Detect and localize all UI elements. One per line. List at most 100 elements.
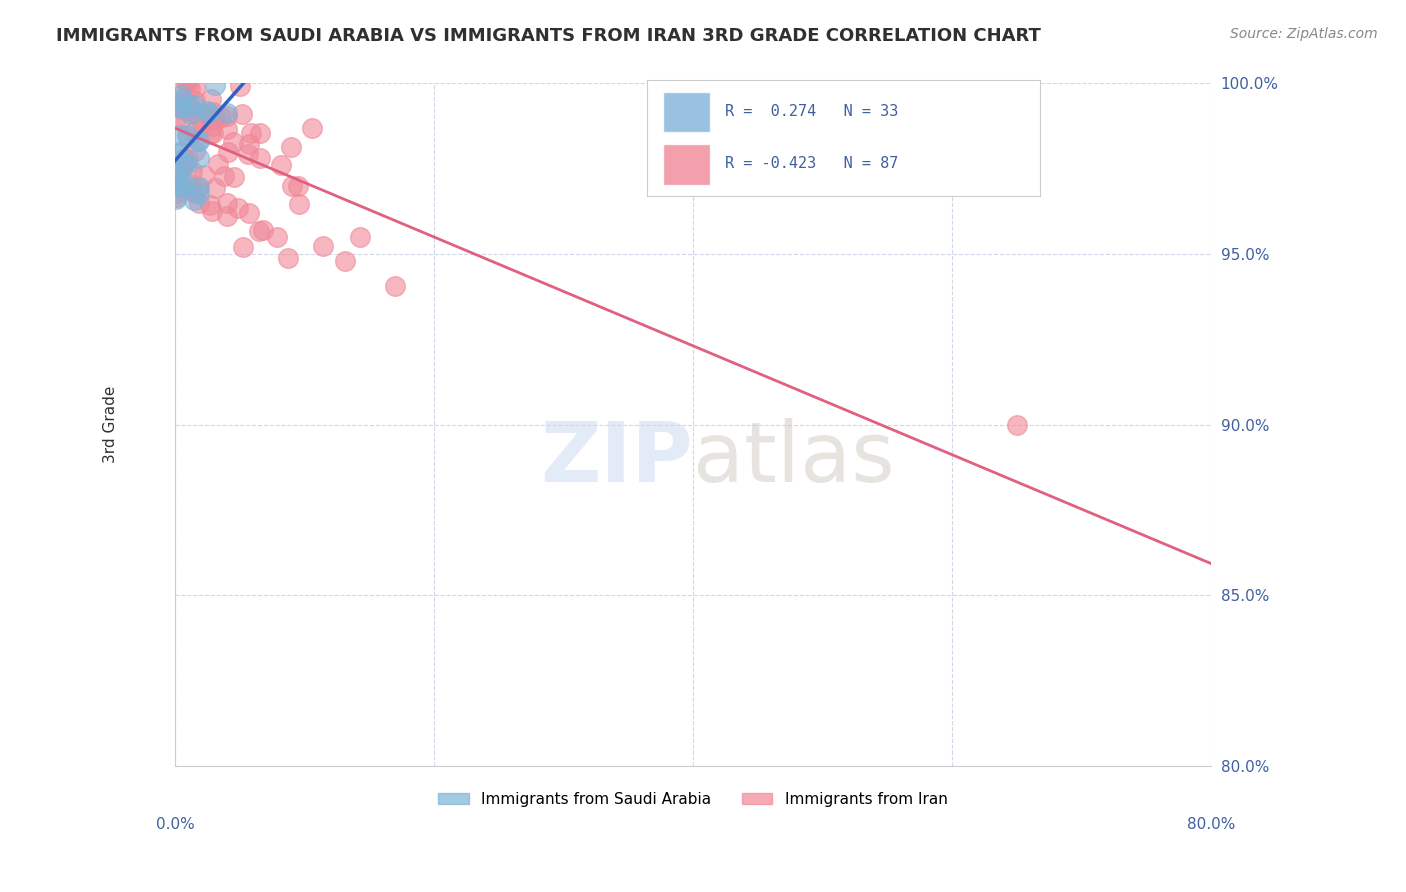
- Text: 80.0%: 80.0%: [1187, 817, 1234, 832]
- Point: [183, 125, 205, 139]
- Point: [167, 98, 190, 112]
- Point: [215, 196, 238, 211]
- Point: [188, 179, 211, 194]
- Bar: [662, 92, 710, 132]
- Point: [204, 78, 226, 92]
- Point: [201, 203, 224, 218]
- Point: [287, 196, 309, 211]
- Point: [200, 92, 222, 106]
- Point: [204, 181, 226, 195]
- Point: [242, 59, 264, 73]
- Point: [200, 111, 222, 125]
- Point: [201, 105, 224, 120]
- Point: [184, 80, 207, 95]
- Point: [215, 209, 238, 223]
- Point: [166, 161, 188, 176]
- Point: [197, 109, 219, 123]
- Point: [231, 106, 253, 120]
- Point: [169, 101, 191, 115]
- Point: [222, 135, 245, 149]
- Point: [191, 115, 214, 129]
- Point: [180, 184, 202, 198]
- Point: [238, 137, 260, 152]
- Point: [165, 192, 187, 206]
- Point: [301, 121, 323, 136]
- Point: [187, 135, 209, 149]
- Point: [180, 106, 202, 120]
- Point: [170, 87, 193, 102]
- Point: [179, 82, 201, 96]
- Point: [281, 179, 304, 194]
- Point: [181, 106, 204, 120]
- Point: [169, 93, 191, 107]
- Point: [167, 174, 190, 188]
- Point: [222, 169, 245, 184]
- Point: [187, 134, 209, 148]
- Point: [177, 153, 200, 167]
- Point: [170, 100, 193, 114]
- Point: [287, 178, 309, 193]
- Point: [270, 158, 292, 172]
- Point: [217, 145, 239, 160]
- Point: [183, 193, 205, 207]
- Point: [217, 109, 239, 123]
- Point: [176, 157, 198, 171]
- Point: [1005, 417, 1028, 432]
- Point: [193, 169, 215, 183]
- Point: [165, 112, 187, 126]
- Point: [187, 196, 209, 211]
- Point: [249, 126, 271, 140]
- Point: [172, 159, 194, 173]
- Point: [166, 95, 188, 109]
- Point: [170, 159, 193, 173]
- Point: [232, 240, 254, 254]
- Point: [170, 112, 193, 126]
- Point: [333, 253, 356, 268]
- Point: [179, 103, 201, 118]
- Bar: [662, 144, 710, 185]
- Point: [186, 59, 208, 73]
- Point: [187, 180, 209, 194]
- Point: [166, 186, 188, 200]
- Point: [173, 151, 195, 165]
- Point: [195, 103, 218, 118]
- Point: [201, 119, 224, 133]
- Text: Source: ZipAtlas.com: Source: ZipAtlas.com: [1230, 27, 1378, 41]
- Legend: Immigrants from Saudi Arabia, Immigrants from Iran: Immigrants from Saudi Arabia, Immigrants…: [432, 786, 953, 813]
- Point: [252, 223, 274, 237]
- Point: [170, 59, 193, 73]
- Point: [173, 176, 195, 190]
- Text: ZIP: ZIP: [540, 418, 693, 500]
- Point: [277, 252, 299, 266]
- Point: [165, 165, 187, 179]
- Point: [215, 122, 238, 136]
- Point: [204, 112, 226, 127]
- Point: [238, 206, 260, 220]
- Point: [176, 128, 198, 142]
- Point: [179, 98, 201, 112]
- Point: [202, 126, 225, 140]
- Point: [209, 59, 232, 73]
- Point: [236, 147, 259, 161]
- Point: [170, 102, 193, 116]
- Point: [212, 169, 235, 183]
- Point: [174, 75, 197, 89]
- Point: [183, 97, 205, 112]
- Point: [198, 106, 221, 120]
- Point: [207, 157, 229, 171]
- Point: [209, 111, 232, 125]
- Point: [181, 164, 204, 178]
- Point: [257, 59, 280, 73]
- Text: R = -0.423   N = 87: R = -0.423 N = 87: [725, 156, 898, 171]
- Point: [184, 94, 207, 108]
- Point: [166, 60, 188, 74]
- Point: [177, 130, 200, 145]
- Point: [254, 59, 277, 73]
- Point: [198, 127, 221, 141]
- Point: [169, 179, 191, 194]
- Text: IMMIGRANTS FROM SAUDI ARABIA VS IMMIGRANTS FROM IRAN 3RD GRADE CORRELATION CHART: IMMIGRANTS FROM SAUDI ARABIA VS IMMIGRAN…: [56, 27, 1040, 45]
- Point: [169, 145, 191, 159]
- Point: [240, 126, 263, 140]
- Point: [184, 144, 207, 158]
- Point: [191, 116, 214, 130]
